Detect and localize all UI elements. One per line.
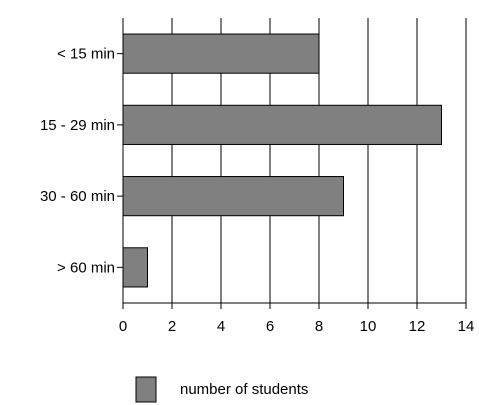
x-tick-label: 8 (315, 318, 323, 335)
x-tick-label: 14 (458, 318, 475, 335)
bars (122, 33, 442, 288)
x-tick-label: 4 (217, 318, 225, 335)
x-tick-label: 2 (168, 318, 176, 335)
bar (122, 176, 344, 217)
x-tick-label: 6 (266, 318, 274, 335)
bar (122, 104, 442, 145)
legend-label: number of students (180, 381, 308, 398)
category-label: > 60 min (57, 259, 115, 276)
bar (122, 247, 148, 288)
category-label: < 15 min (57, 46, 115, 63)
category-label: 30 - 60 min (40, 188, 115, 205)
category-labels: < 15 min 15 - 29 min 30 - 60 min > 60 min (40, 46, 115, 277)
bar (122, 33, 320, 74)
legend: number of students (135, 376, 308, 403)
axes (117, 18, 467, 309)
x-tick-labels: 0 2 4 6 8 10 12 14 (119, 318, 475, 335)
x-tick-label: 12 (409, 318, 426, 335)
x-tick-label: 0 (119, 318, 127, 335)
category-label: 15 - 29 min (40, 117, 115, 134)
x-tick-label: 10 (360, 318, 377, 335)
legend-swatch (135, 376, 157, 403)
